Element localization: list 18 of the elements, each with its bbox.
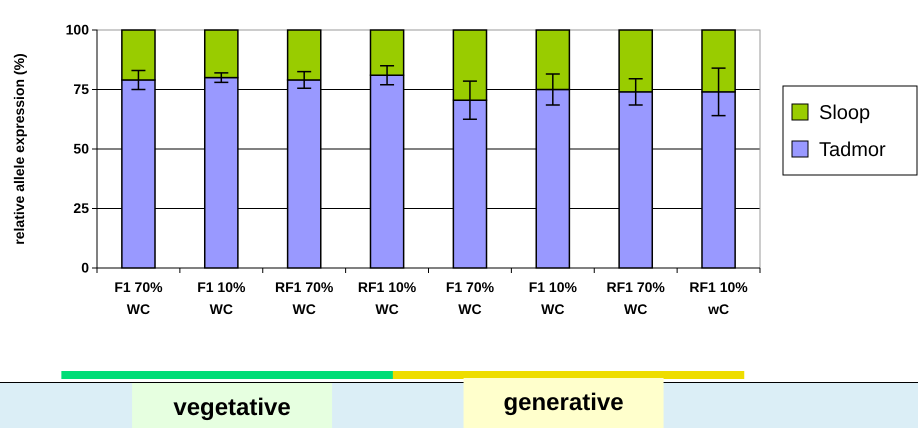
x-tick-label: RF1 10% WC [358, 279, 417, 317]
x-tick-label: RF1 70% WC [606, 279, 666, 317]
x-tick-label: F1 10% WC [197, 279, 246, 317]
x-tick-label: RF1 10% wC [689, 279, 748, 317]
x-tick-label: F1 70% WC [446, 279, 495, 317]
y-tick-label: 100 [66, 21, 90, 38]
y-tick-label: 75 [73, 80, 90, 97]
y-tick-label: 25 [73, 200, 90, 216]
legend-label: Tadmor [819, 139, 886, 161]
text: vegetative [173, 394, 291, 421]
x-tick-label: F1 10% WC [528, 279, 578, 317]
y-axis-title: relative allele expression (%) [11, 53, 27, 245]
legend-label: Sloop [819, 102, 870, 124]
x-tick-label: RF1 70% WC [275, 279, 334, 317]
text: generative [504, 389, 624, 416]
x-tick-label: F1 70% WC [114, 279, 164, 317]
y-tick-label: 50 [73, 140, 90, 156]
y-tick-label: 0 [81, 259, 90, 276]
